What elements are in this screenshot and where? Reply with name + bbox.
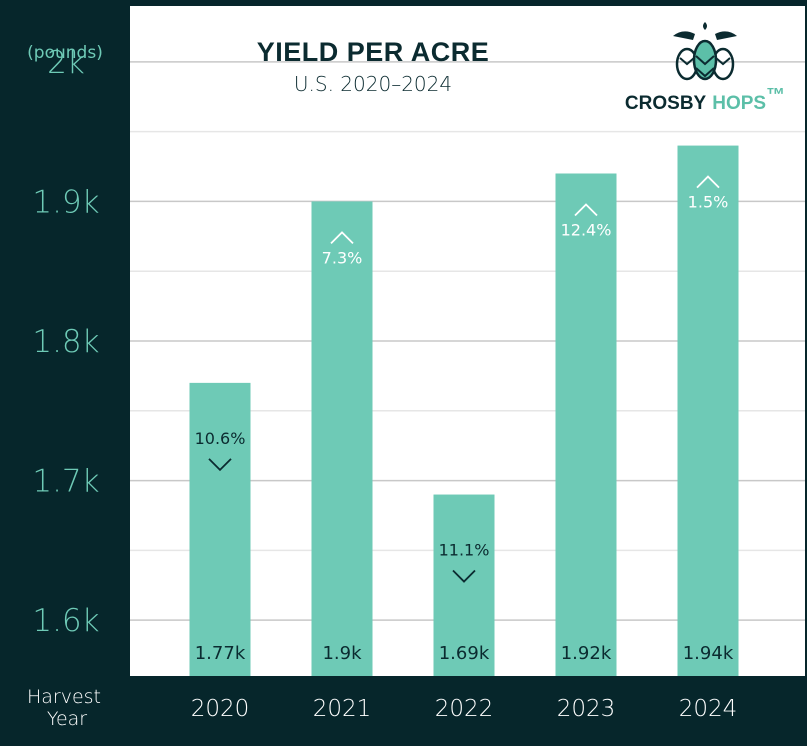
- change-label-2021: 7.3%: [322, 248, 363, 267]
- y-tick-label-4: 2k: [47, 45, 85, 81]
- chart-title: YIELD PER ACRE: [257, 37, 490, 67]
- value-label-2024: 1.94k: [683, 643, 734, 664]
- y-tick-label-0: 1.6k: [32, 603, 99, 639]
- change-label-2024: 1.5%: [688, 193, 729, 212]
- labels-layer: 1.77k 10.6% 1.9k 7.3% 1.69k 11.1% 1.92k 12.4% 1.…: [195, 175, 734, 664]
- y-tick-label-1: 1.7k: [32, 464, 99, 500]
- y-tick-label-3: 1.9k: [32, 184, 99, 220]
- x-tick-label-2023: 2023: [557, 696, 616, 722]
- hop-cone-icon: [673, 22, 737, 81]
- value-label-2022: 1.69k: [439, 643, 490, 664]
- brand-name-part1: CROSBY: [625, 93, 707, 114]
- value-label-2023: 1.92k: [561, 643, 612, 664]
- chart-subtitle: U.S. 2020–2024: [294, 72, 452, 96]
- arrow-up-icon-2021: [330, 231, 354, 245]
- arrow-down-icon-2020: [208, 458, 232, 472]
- x-tick-label-2020: 2020: [191, 696, 250, 722]
- arrow-up-icon-2023: [574, 203, 598, 217]
- change-label-2023: 12.4%: [561, 221, 612, 240]
- bar-2023: [555, 173, 617, 676]
- brand-trademark: ™: [766, 85, 785, 106]
- arrow-up-icon-2024: [696, 175, 720, 189]
- x-tick-label-2021: 2021: [313, 696, 372, 722]
- brand-logo: CROSBY HOPS™: [625, 22, 785, 114]
- x-axis-label: Harvest Year: [27, 686, 107, 730]
- y-tick-label-2: 1.8k: [32, 324, 99, 360]
- bar-2020: [189, 382, 251, 676]
- x-axis-label-line-1: Harvest: [27, 686, 101, 708]
- x-axis-label-line-2: Year: [47, 708, 87, 730]
- bar-2022: [433, 494, 495, 676]
- brand-name-part2: HOPS: [712, 93, 766, 114]
- bars-layer: [189, 145, 739, 677]
- y-axis-units: (pounds): [27, 43, 103, 63]
- y-axis-panel: [0, 0, 130, 746]
- brand-name: CROSBY HOPS™: [625, 85, 785, 114]
- x-axis-panel: [0, 676, 807, 746]
- bar-2021: [311, 201, 373, 676]
- bar-2024: [677, 145, 739, 677]
- change-label-2020: 10.6%: [195, 429, 246, 448]
- x-tick-label-2024: 2024: [679, 696, 738, 722]
- change-label-2022: 11.1%: [439, 541, 490, 560]
- value-label-2020: 1.77k: [195, 643, 246, 664]
- x-tick-label-2022: 2022: [435, 696, 494, 722]
- value-label-2021: 1.9k: [322, 643, 362, 664]
- arrow-down-icon-2022: [452, 569, 476, 583]
